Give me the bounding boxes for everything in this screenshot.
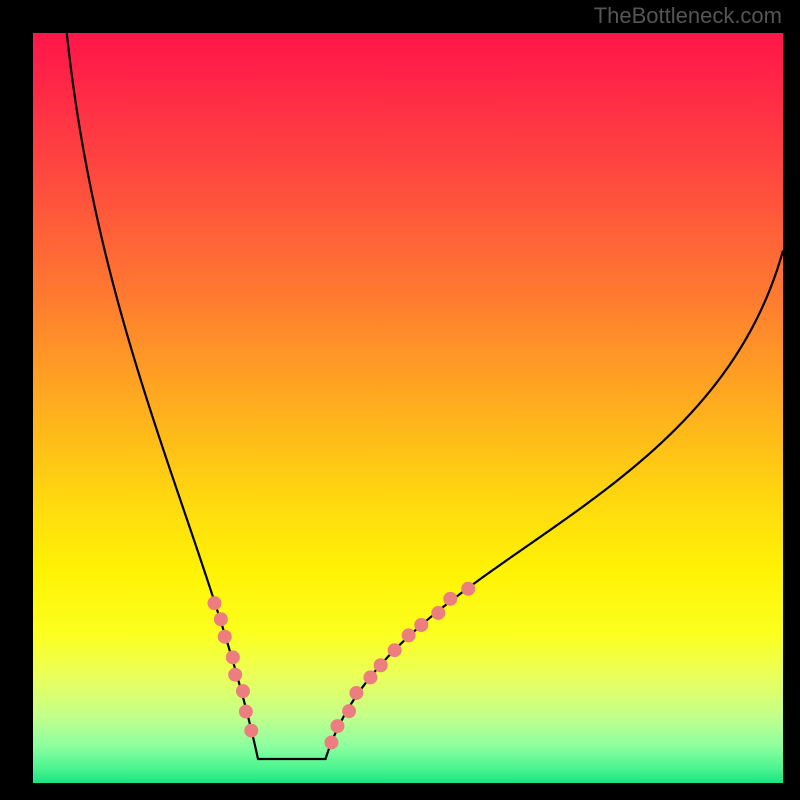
exclusion-dot	[245, 724, 258, 737]
gradient-background	[33, 33, 783, 783]
exclusion-dot	[343, 705, 356, 718]
chart-svg	[0, 0, 800, 800]
chart-container: TheBottleneck.com	[0, 0, 800, 800]
exclusion-dot	[226, 651, 239, 664]
exclusion-dot	[350, 686, 363, 699]
exclusion-dot	[415, 618, 428, 631]
exclusion-dot	[374, 659, 387, 672]
exclusion-dot	[444, 592, 457, 605]
exclusion-dot	[432, 606, 445, 619]
exclusion-dot	[229, 668, 242, 681]
exclusion-dot	[364, 671, 377, 684]
exclusion-dot	[402, 629, 415, 642]
exclusion-dot	[462, 582, 475, 595]
exclusion-dot	[331, 720, 344, 733]
exclusion-dot	[208, 597, 221, 610]
exclusion-dot	[214, 613, 227, 626]
watermark-text: TheBottleneck.com	[594, 3, 782, 29]
exclusion-dot	[218, 630, 231, 643]
exclusion-dot	[388, 644, 401, 657]
exclusion-dot	[236, 685, 249, 698]
exclusion-dot	[325, 736, 338, 749]
exclusion-dot	[239, 705, 252, 718]
